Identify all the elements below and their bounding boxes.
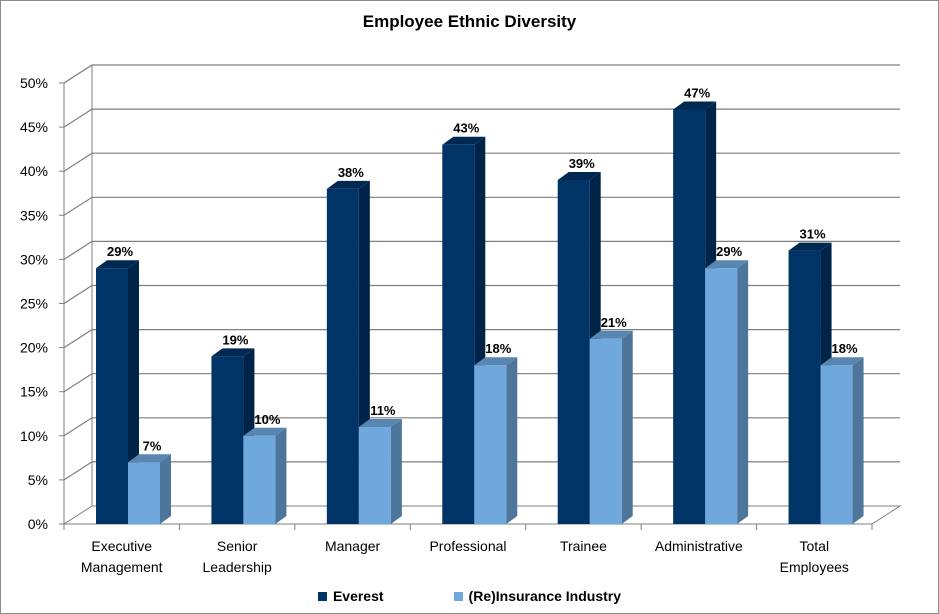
bar-top [211,348,255,357]
data-label: 21% [601,315,627,330]
bar-front [820,365,853,524]
bar-everest [442,136,486,525]
bar-front [442,144,475,525]
y-tick-label: 15% [20,384,48,400]
bar-side [275,427,287,524]
x-tick-label: Senior [217,538,258,554]
y-tick-label: 35% [20,207,48,223]
x-tick-label: Executive [91,538,152,554]
x-tick-label: Professional [429,538,506,554]
bar-side [506,357,518,524]
data-label: 29% [107,244,133,259]
bar-everest [96,260,139,524]
y-tick-label: 50% [20,75,48,91]
y-tick-label: 45% [20,119,48,135]
data-label: 29% [716,244,742,259]
bar-side [621,330,633,524]
bar-front [96,268,128,524]
bar-top [358,418,402,427]
y-tick-label: 40% [20,163,48,179]
bar-industry [589,330,633,524]
legend-label-industry: (Re)Insurance Industry [468,588,622,604]
bar-industry [474,357,518,524]
y-tick-label: 0% [28,516,48,532]
bar-front [788,250,821,524]
bar-front [474,365,507,524]
bar-top [326,180,370,189]
bar-front [128,462,160,524]
data-label: 7% [143,438,162,453]
bar-top [589,330,633,339]
bar-front [673,109,706,525]
bar-industry [358,418,402,524]
bar-top [442,136,486,145]
bar-top [474,357,518,366]
legend-item-industry: (Re)Insurance Industry [453,588,622,604]
bar-top [788,242,832,251]
y-tick-label: 30% [20,251,48,267]
bar-side [737,260,749,524]
x-tick-label: Administrative [655,538,743,554]
bar-front [589,338,622,524]
wall-edge [63,64,93,84]
x-tick-label: Total [799,538,829,554]
bar-industry [128,454,171,524]
bar-top [128,454,171,463]
legend-item-everest: Everest [317,588,384,604]
bar-top [820,357,864,366]
bar-industry [705,260,749,524]
legend: Everest (Re)Insurance Industry [0,588,939,604]
bar-top [243,427,287,436]
y-tick-label: 25% [20,296,48,312]
bar-side [852,357,864,524]
data-label: 19% [222,332,248,347]
chart-title: Employee Ethnic Diversity [362,12,577,31]
data-label: 11% [370,403,396,418]
bar-side [390,418,402,524]
bar-front [358,426,391,524]
bar-top [557,172,601,181]
bar-front [705,268,738,524]
x-tick-label: Employees [780,559,849,575]
bar-top [96,260,139,269]
x-tick-label: Trainee [560,538,607,554]
x-tick-label: Management [81,559,163,575]
y-tick-label: 10% [20,428,48,444]
data-label: 31% [800,227,826,242]
legend-swatch-industry [453,591,463,601]
data-label: 47% [684,85,710,100]
y-tick-label: 5% [28,472,48,488]
bar-industry [820,357,864,524]
data-label: 38% [338,165,364,180]
x-tick-label: Manager [325,538,381,554]
data-label: 43% [453,121,479,136]
bar-front [557,180,590,524]
bar-industry [243,427,287,524]
bar-front [243,435,276,524]
bar-front [211,356,244,524]
y-tick-label: 20% [20,340,48,356]
data-label: 39% [569,156,595,171]
legend-label-everest: Everest [332,588,384,604]
data-label: 10% [254,412,280,427]
bar-front [326,188,359,524]
bar-top [673,101,717,110]
data-label: 18% [485,341,511,356]
legend-swatch-everest [317,591,327,601]
data-label: 18% [832,341,858,356]
x-tick-label: Leadership [203,559,272,575]
bar-side [160,454,171,524]
bar-top [705,260,749,269]
